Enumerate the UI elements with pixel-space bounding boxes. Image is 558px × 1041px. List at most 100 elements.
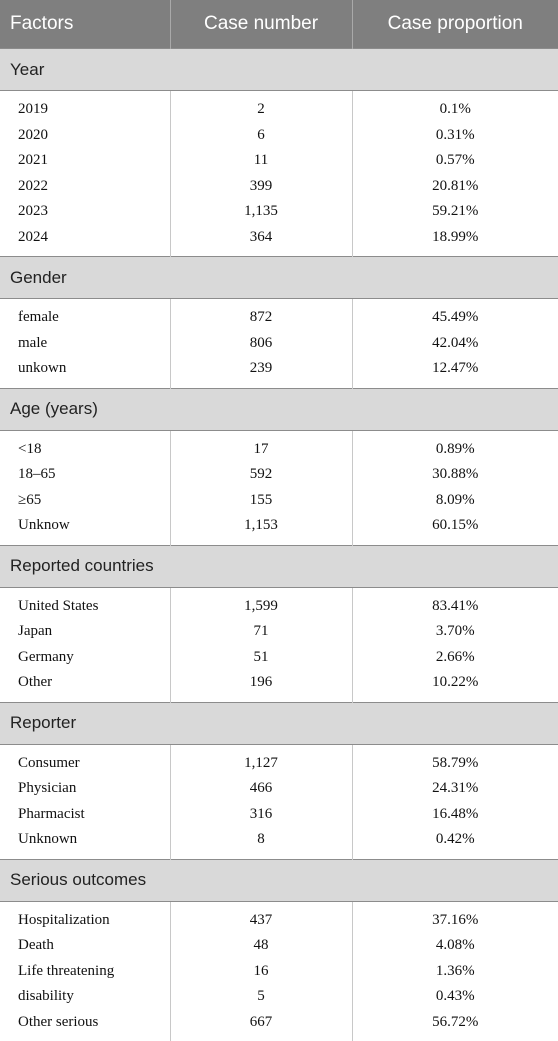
case-number-cell: 1,135 [170, 199, 352, 225]
case-proportion-cell: 10.22% [352, 670, 558, 702]
factor-cell: 2021 [0, 148, 170, 174]
factor-cell: 2020 [0, 123, 170, 149]
case-proportion-cell: 0.31% [352, 123, 558, 149]
factor-cell: Death [0, 933, 170, 959]
case-proportion-cell: 42.04% [352, 331, 558, 357]
case-number-cell: 1,153 [170, 513, 352, 545]
case-number-cell: 806 [170, 331, 352, 357]
section-row: Reporter [0, 702, 558, 744]
factor-cell: female [0, 299, 170, 331]
case-number-cell: 51 [170, 645, 352, 671]
factor-cell: male [0, 331, 170, 357]
section-title: Reporter [0, 702, 558, 744]
section-row: Gender [0, 257, 558, 299]
factor-cell: <18 [0, 430, 170, 462]
case-proportion-cell: 24.31% [352, 776, 558, 802]
case-number-cell: 872 [170, 299, 352, 331]
case-number-cell: 17 [170, 430, 352, 462]
case-number-cell: 11 [170, 148, 352, 174]
case-number-cell: 399 [170, 174, 352, 200]
section-row: Year [0, 49, 558, 91]
case-number-cell: 71 [170, 619, 352, 645]
case-number-cell: 155 [170, 488, 352, 514]
case-proportion-cell: 45.49% [352, 299, 558, 331]
factor-cell: Life threatening [0, 959, 170, 985]
case-number-cell: 5 [170, 984, 352, 1010]
factor-cell: 18–65 [0, 462, 170, 488]
case-proportion-cell: 20.81% [352, 174, 558, 200]
case-number-cell: 196 [170, 670, 352, 702]
case-number-cell: 667 [170, 1010, 352, 1041]
factor-cell: Unknow [0, 513, 170, 545]
case-proportion-cell: 0.89% [352, 430, 558, 462]
header-case-number: Case number [170, 0, 352, 49]
case-proportion-cell: 16.48% [352, 802, 558, 828]
case-number-cell: 466 [170, 776, 352, 802]
factor-cell: 2023 [0, 199, 170, 225]
case-number-cell: 239 [170, 356, 352, 388]
factor-cell: Consumer [0, 744, 170, 776]
factor-cell: 2022 [0, 174, 170, 200]
case-number-cell: 6 [170, 123, 352, 149]
factor-cell: 2019 [0, 91, 170, 123]
factor-cell: 2024 [0, 225, 170, 257]
section-title: Reported countries [0, 545, 558, 587]
case-number-cell: 437 [170, 901, 352, 933]
case-number-cell: 592 [170, 462, 352, 488]
header-case-proportion: Case proportion [352, 0, 558, 49]
case-proportion-cell: 18.99% [352, 225, 558, 257]
case-proportion-cell: 0.57% [352, 148, 558, 174]
case-proportion-cell: 12.47% [352, 356, 558, 388]
case-proportion-cell: 30.88% [352, 462, 558, 488]
factor-cell: United States [0, 587, 170, 619]
factor-cell: Other [0, 670, 170, 702]
case-number-cell: 1,599 [170, 587, 352, 619]
factor-cell: Hospitalization [0, 901, 170, 933]
factor-cell: Pharmacist [0, 802, 170, 828]
case-number-cell: 1,127 [170, 744, 352, 776]
factor-cell: Physician [0, 776, 170, 802]
case-proportion-cell: 8.09% [352, 488, 558, 514]
factor-cell: disability [0, 984, 170, 1010]
case-number-cell: 364 [170, 225, 352, 257]
section-row: Serious outcomes [0, 859, 558, 901]
factor-cell: ≥65 [0, 488, 170, 514]
case-proportion-cell: 0.1% [352, 91, 558, 123]
case-proportion-cell: 56.72% [352, 1010, 558, 1041]
case-proportion-cell: 60.15% [352, 513, 558, 545]
section-title: Year [0, 49, 558, 91]
factor-cell: Japan [0, 619, 170, 645]
case-proportion-cell: 2.66% [352, 645, 558, 671]
case-proportion-cell: 4.08% [352, 933, 558, 959]
case-proportion-cell: 58.79% [352, 744, 558, 776]
factor-cell: Other serious [0, 1010, 170, 1041]
case-number-cell: 316 [170, 802, 352, 828]
case-proportion-cell: 3.70% [352, 619, 558, 645]
case-proportion-cell: 59.21% [352, 199, 558, 225]
case-proportion-cell: 83.41% [352, 587, 558, 619]
